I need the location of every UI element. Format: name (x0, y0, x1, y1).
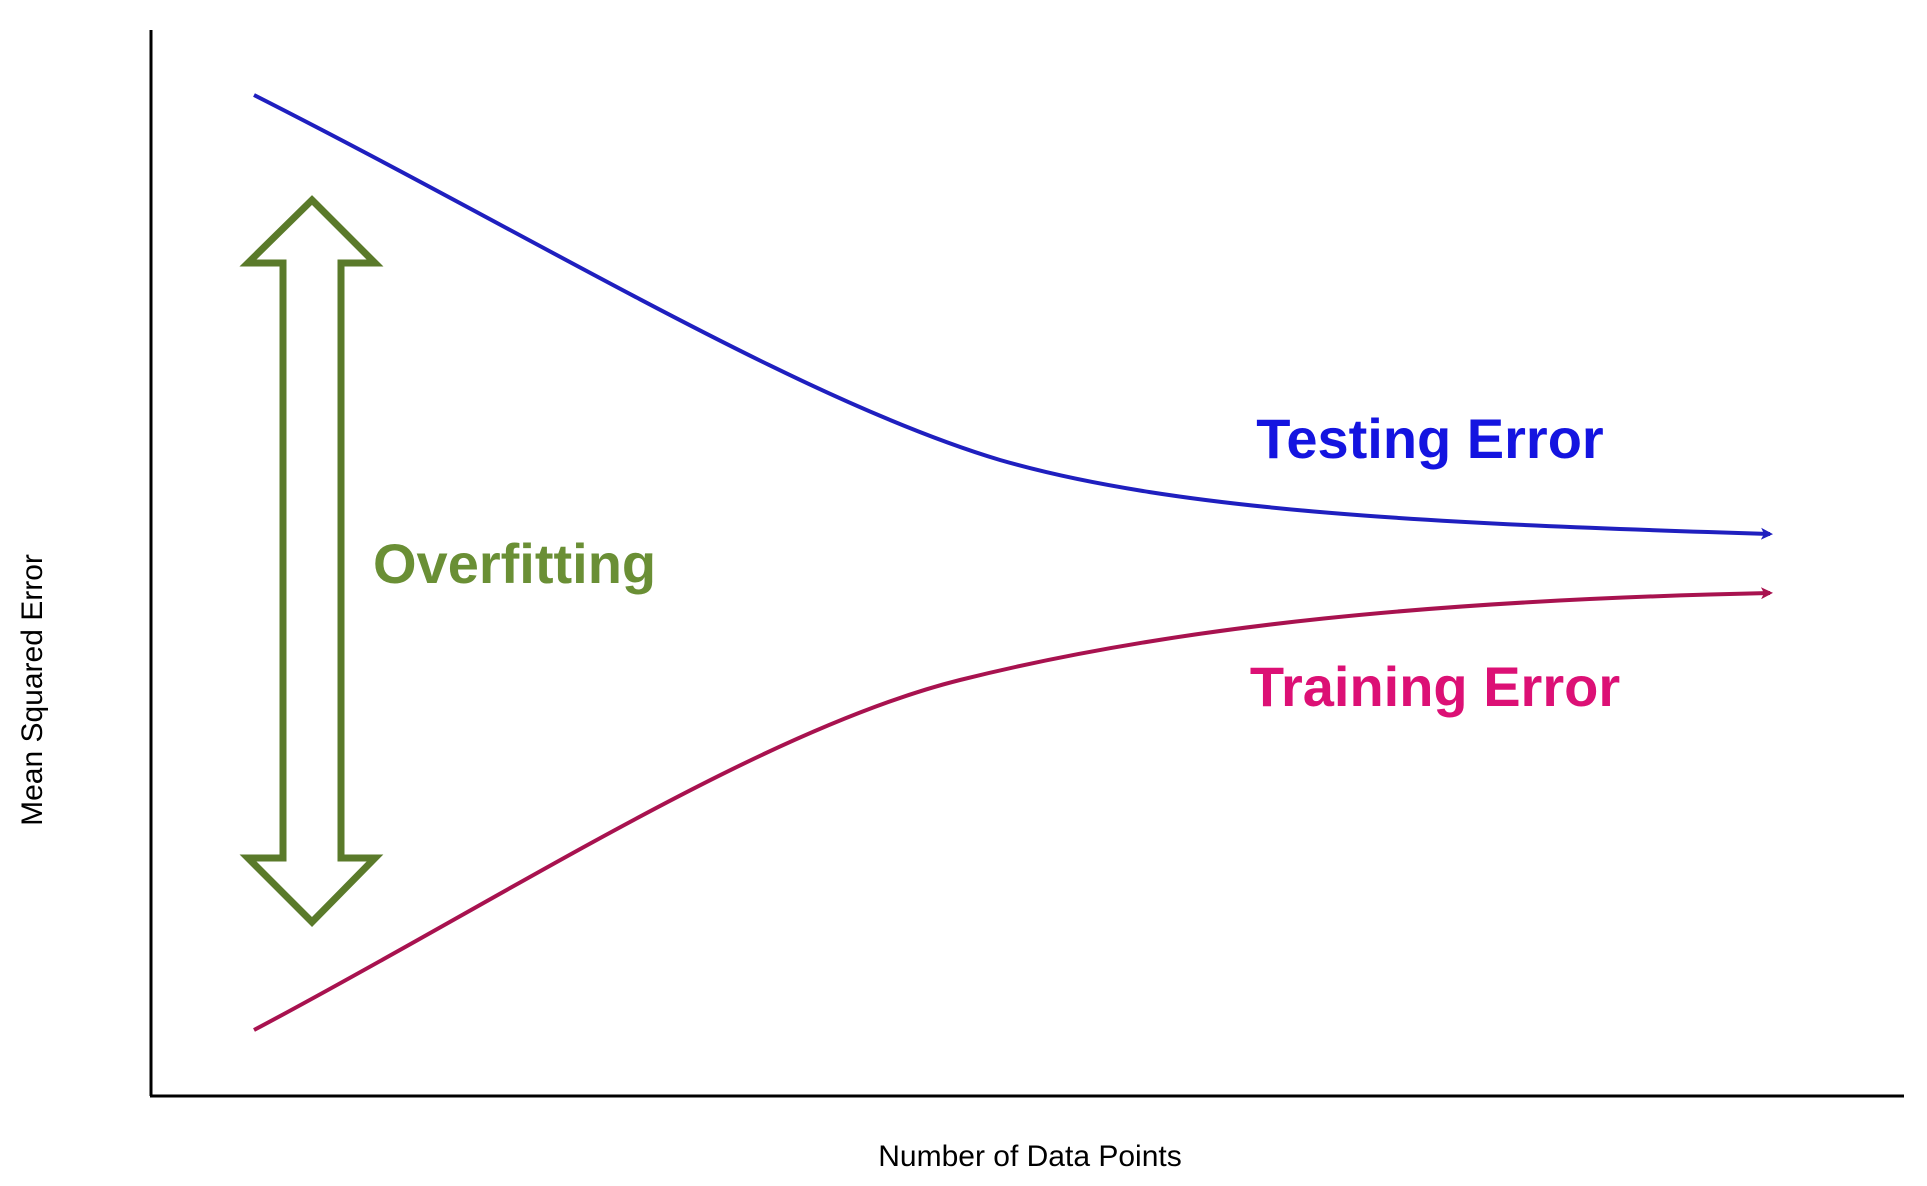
overfitting-label: Overfitting (373, 532, 656, 595)
x-axis-label: Number of Data Points (878, 1140, 1181, 1173)
testing-error-curve (253, 93, 1773, 540)
overfitting-double-arrow (239, 195, 384, 927)
testing-error-label: Testing Error (1256, 407, 1603, 470)
training-error-curve (253, 587, 1773, 1032)
training-error-label: Training Error (1250, 655, 1620, 718)
y-axis-label: Mean Squared Error (16, 554, 49, 826)
